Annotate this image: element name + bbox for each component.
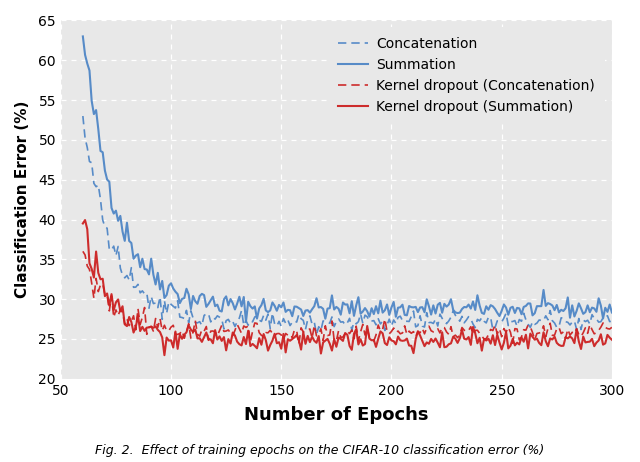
Summation xyxy=(138,256,146,261)
Kernel dropout (Concatenation) xyxy=(604,326,611,331)
Kernel dropout (Summation) xyxy=(161,353,168,358)
Summation xyxy=(507,305,515,310)
X-axis label: Number of Epochs: Number of Epochs xyxy=(244,406,429,424)
Kernel dropout (Concatenation) xyxy=(507,329,515,335)
Summation xyxy=(608,310,616,315)
Summation xyxy=(472,307,479,313)
Concatenation xyxy=(138,288,146,294)
Kernel dropout (Concatenation) xyxy=(295,341,303,347)
Summation xyxy=(242,319,250,325)
Y-axis label: Classification Error (%): Classification Error (%) xyxy=(15,101,30,298)
Kernel dropout (Summation) xyxy=(79,221,86,226)
Kernel dropout (Summation) xyxy=(474,340,481,346)
Summation xyxy=(604,309,611,315)
Kernel dropout (Concatenation) xyxy=(280,337,287,342)
Kernel dropout (Summation) xyxy=(509,336,516,342)
Legend: Concatenation, Summation, Kernel dropout (Concatenation), Kernel dropout (Summat: Concatenation, Summation, Kernel dropout… xyxy=(328,27,605,124)
Kernel dropout (Concatenation) xyxy=(138,315,146,320)
Line: Concatenation: Concatenation xyxy=(83,116,612,334)
Kernel dropout (Summation) xyxy=(81,217,89,223)
Concatenation xyxy=(383,322,391,328)
Kernel dropout (Concatenation) xyxy=(608,324,616,330)
Kernel dropout (Concatenation) xyxy=(383,329,391,334)
Concatenation xyxy=(313,332,321,337)
Concatenation xyxy=(507,319,515,324)
Kernel dropout (Summation) xyxy=(284,336,292,342)
Concatenation xyxy=(604,313,611,319)
Concatenation xyxy=(472,325,479,330)
Kernel dropout (Summation) xyxy=(606,335,614,340)
Line: Kernel dropout (Concatenation): Kernel dropout (Concatenation) xyxy=(83,251,612,344)
Text: Fig. 2.  Effect of training epochs on the CIFAR-10 classification error (%): Fig. 2. Effect of training epochs on the… xyxy=(95,444,545,457)
Concatenation xyxy=(280,316,287,322)
Kernel dropout (Summation) xyxy=(385,334,393,340)
Summation xyxy=(383,302,391,307)
Kernel dropout (Concatenation) xyxy=(472,328,479,333)
Concatenation xyxy=(608,318,616,324)
Summation xyxy=(79,34,86,39)
Line: Summation: Summation xyxy=(83,36,612,322)
Kernel dropout (Concatenation) xyxy=(79,249,86,254)
Line: Kernel dropout (Summation): Kernel dropout (Summation) xyxy=(83,220,612,355)
Concatenation xyxy=(79,113,86,119)
Kernel dropout (Summation) xyxy=(608,337,616,342)
Summation xyxy=(282,309,289,315)
Kernel dropout (Summation) xyxy=(141,328,148,334)
